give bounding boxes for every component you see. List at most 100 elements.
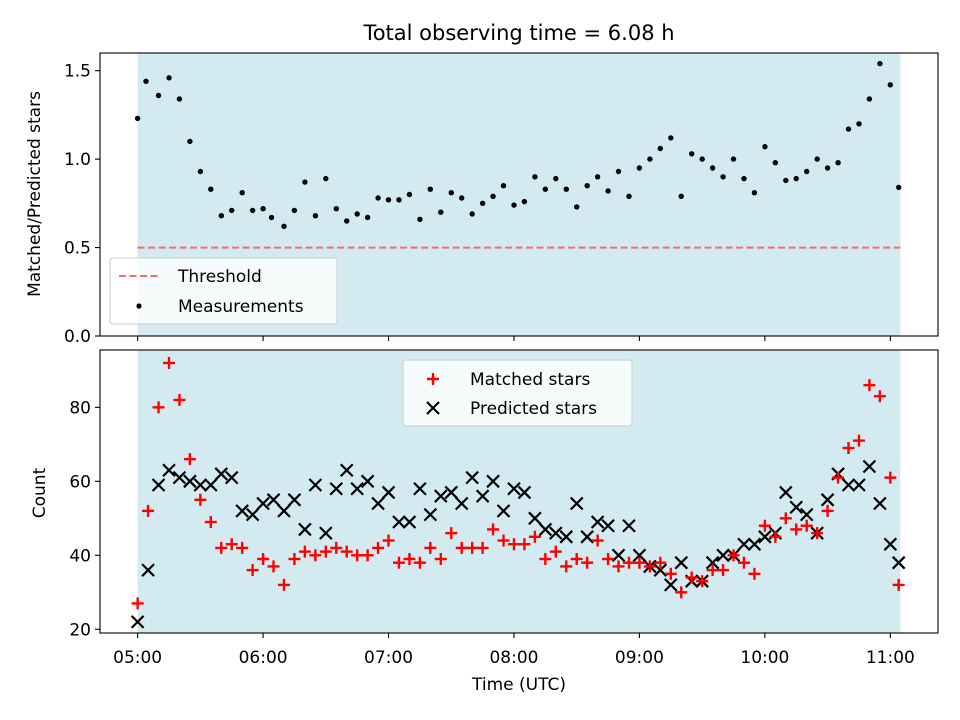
predicted-stars-point [653,563,668,577]
predicted-stars-legend-label: Predicted stars [470,399,597,419]
measurement-point [260,206,266,212]
predicted-stars-point [402,515,417,529]
predicted-stars-point [799,507,814,522]
measurement-point [668,135,674,141]
matched-stars-point [162,356,175,369]
predicted-stars-point [434,489,448,503]
predicted-stars-point [622,518,636,533]
measurement-point [678,193,684,199]
matched-stars-point [183,453,196,466]
predicted-stars-point [308,478,323,492]
measurement-point [793,175,799,182]
predicted-stars-point [204,478,218,492]
matched-stars-point [361,549,374,562]
measurement-point [166,75,172,81]
predicted-stars-point [224,470,239,485]
measurement-point [689,151,695,157]
measurement-point [218,213,224,219]
predicted-stars-point [611,548,626,563]
matched-stars-point [194,493,207,506]
top-legend-box [109,257,338,325]
measurement-point [155,92,162,99]
matched-stars-point [267,560,280,573]
matched-stars-point [591,534,604,547]
matched-stars-point [487,523,500,536]
matched-stars-point [403,553,416,566]
matched-stars-point [445,527,458,540]
predicted-stars-point [820,493,835,507]
top-plot-frame [99,52,939,337]
matched-stars-point [392,556,405,569]
matched-stars-point [215,541,228,554]
predicted-stars-point [674,555,689,570]
measurement-point [134,115,141,122]
measurement-point [291,207,298,214]
measurement-point [720,174,726,180]
measurement-point [281,223,287,229]
matched-stars-point [476,541,489,554]
measurement-point [500,183,507,189]
matched-stars-point [811,527,824,540]
predicted-stars-point [601,518,615,533]
chart-title: Total observing time = 6.08 h [362,21,674,45]
measurement-point [741,175,747,182]
measurements-legend-label: Measurements [178,297,304,317]
matched-stars-point [800,519,813,532]
matched-stars-point [821,504,834,517]
matched-stars-point [654,556,667,569]
predicted-stars-point [632,548,647,563]
measurement-point [605,188,611,194]
predicted-stars-point [141,563,155,577]
matched-stars-point [727,549,740,562]
measurement-point [344,218,350,224]
matched-stars-point [581,556,594,569]
measurement-point [699,156,705,162]
predicted-stars-point [841,478,856,492]
predicted-stars-point [172,470,187,485]
predicted-stars-point [737,537,751,551]
matched-stars-point [152,401,165,414]
matched-stars-point [225,538,238,551]
measurement-point [751,190,758,196]
predicted-stars-point [277,504,291,518]
measurement-point [563,186,569,192]
matched-stars-point [852,434,865,447]
predicted-stars-series [130,459,906,629]
measurement-point [896,184,902,191]
predicted-stars-point [528,511,542,526]
matched-stars-point [236,541,249,554]
predicted-stars-point [883,537,898,551]
x-tick-label: 06:00 [239,648,288,668]
matched-stars-point [497,534,510,547]
predicted-stars-point [559,530,574,544]
predicted-stars-point [789,500,804,515]
measurement-point [459,195,465,201]
predicted-stars-point [360,474,375,489]
predicted-stars-point [266,493,281,507]
x-tick-label: 07:00 [364,648,413,668]
measurement-point [553,175,559,182]
measurement-point [804,168,810,175]
bottom-y-axis-label: Count [30,467,50,518]
matched-stars-point [277,578,290,591]
matched-stars-point [717,564,730,577]
top-y-tick-label: 0.0 [64,327,91,347]
matched-stars-point [706,564,719,577]
predicted-stars-point [151,478,166,492]
matched-stars-point [528,530,541,543]
predicted-stars-point [580,530,594,544]
matched-stars-point [873,390,886,403]
measurement-point [197,168,204,175]
top-y-tick-label: 1.0 [64,150,91,170]
measurement-point [406,191,413,198]
measurement-point [772,160,778,166]
measurement-point [730,156,737,162]
matched-stars-point [455,541,468,554]
measurement-point [438,209,444,215]
measurement-point [657,145,663,152]
predicted-stars-point [549,526,563,540]
bottom-plot-frame [99,349,939,634]
matched-stars-point [748,567,761,580]
measurement-point [268,214,275,221]
predicted-stars-point [381,485,396,500]
